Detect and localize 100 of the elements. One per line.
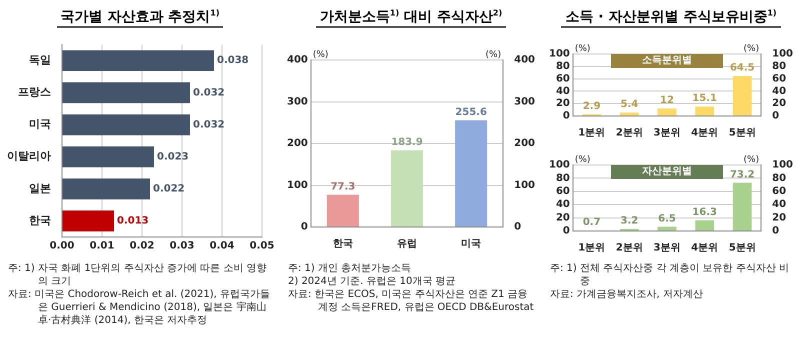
x-tick-label: 0.01 (90, 240, 114, 252)
y2-tick-label: 0 (514, 222, 522, 233)
data-label: 16.3 (692, 206, 718, 218)
x-tick-label: 2분위 (616, 128, 643, 139)
y2-axis-title: (%) (744, 154, 760, 165)
y2-tick-label: 80 (772, 172, 786, 184)
y2-tick-label: 20 (772, 212, 786, 224)
x-tick-label: 0.03 (170, 240, 194, 252)
y2-tick-label: 0 (772, 226, 780, 237)
bar (620, 112, 639, 116)
text: 자료: 한국은 ECOS, 미국은 주식자산은 연준 Z1 금융계정 소득은FRED, 유럽은 OECD DB&Eurostat (288, 288, 535, 314)
y-tick-label: 40 (556, 86, 570, 97)
x-tick-label: 0.05 (250, 240, 274, 252)
subtitle-banner: 자산분위별 (610, 165, 724, 179)
data-label: 0.032 (193, 119, 225, 130)
y2-tick-label: 100 (772, 160, 794, 171)
y-tick-label: 80 (556, 172, 570, 184)
data-label: 0.038 (217, 55, 249, 66)
text: 주: 1) 자국 화폐 1단위의 주식자산 증가에 따른 소비 영향의 크기 (8, 262, 268, 288)
y-tick-label: 0 (562, 226, 570, 237)
y2-tick-label: 40 (772, 86, 786, 97)
y-tick-label: 0 (300, 222, 308, 233)
y-axis-title: (%) (312, 50, 328, 60)
bar (62, 82, 190, 104)
data-label: 0.022 (153, 183, 185, 194)
y-tick-label: 60 (556, 186, 570, 197)
chart-title: 소득 · 자산분위별 주식보유비중$^{1)}$ (561, 8, 781, 28)
x-tick-label: 한국 (332, 238, 353, 250)
x-tick-label: 4분위 (691, 128, 718, 139)
data-label: 183.9 (391, 136, 423, 148)
data-label: 77.3 (330, 181, 356, 192)
x-tick-label: 1분위 (578, 242, 606, 254)
x-tick-label: 0.00 (50, 240, 74, 252)
data-label: 255.6 (455, 106, 487, 118)
y2-tick-label: 300 (514, 96, 536, 108)
bar (62, 146, 154, 168)
x-tick-label: 미국 (461, 238, 482, 250)
x-tick-label: 2분위 (616, 242, 643, 254)
bar (455, 120, 488, 226)
text: 2) 2024년 기준. 유럽은 10개국 평균 (288, 275, 457, 288)
data-label: 12 (660, 95, 674, 106)
x-tick-label: 5분위 (728, 128, 756, 139)
y2-axis-title: (%) (486, 50, 502, 60)
x-tick-label: 5분위 (728, 242, 756, 254)
data-label: 15.1 (692, 93, 718, 104)
text: 주: 1) 전체 주식자산중 각 계층이 보유한 주식자산 비중 (550, 262, 790, 288)
y2-tick-label: 40 (772, 199, 786, 210)
bar (62, 210, 114, 232)
y-tick-label: 100 (287, 180, 308, 191)
y-tick-label: 0 (562, 110, 570, 122)
y2-tick-label: 100 (772, 48, 794, 60)
y2-tick-label: 60 (772, 186, 786, 197)
bar (62, 50, 214, 72)
y-tick-label: 독일 (29, 53, 51, 66)
y2-tick-label: 20 (772, 98, 786, 110)
chart-title: 국가별 자산효과 추정치$^{1)}$ (56, 8, 224, 28)
text: 자료: 미국은 Chodorow-Reich et al. (2021), 유럽국가들은 Guerrieri & Mendicino (2018), 일본은 宇南山卓·古村典洋 (2014), 한국은 저자추정 (8, 288, 271, 327)
data-label: 73.2 (730, 169, 755, 180)
y-tick-label: 200 (287, 138, 308, 150)
x-tick-label: 유럽 (397, 238, 417, 250)
y2-tick-label: 100 (514, 180, 536, 191)
data-label: 0.023 (157, 151, 189, 162)
y-tick-label: 60 (556, 73, 570, 84)
y-tick-label: 20 (556, 212, 570, 224)
data-label: 3.2 (620, 215, 638, 226)
bar (732, 182, 752, 230)
y-axis-title: (%) (574, 44, 590, 54)
data-label: 0.032 (193, 87, 225, 98)
bar (695, 220, 714, 230)
y-tick-label: 이탈리아 (7, 150, 51, 163)
y-tick-label: 100 (549, 160, 570, 171)
data-label: 5.4 (620, 99, 638, 110)
y-tick-label: 400 (287, 54, 308, 66)
text: 주: 1) 개인 총처분가능소득 (288, 262, 412, 275)
y-tick-label: 40 (556, 199, 570, 210)
bar (62, 114, 190, 136)
x-tick-label: 4분위 (691, 242, 718, 254)
y-tick-label: 80 (556, 60, 570, 72)
chart-title: 가처분소득$^{1)}$ 대비 주식자산$^{2)}$ (316, 8, 506, 28)
y-tick-label: 20 (556, 98, 570, 110)
y-tick-label: 일본 (29, 182, 51, 195)
bar (658, 226, 676, 230)
x-tick-label: 0.04 (210, 240, 234, 252)
data-label: 0.7 (582, 217, 601, 228)
bar (732, 76, 752, 116)
bar (658, 108, 676, 116)
bar (62, 178, 150, 200)
bar (390, 150, 424, 226)
y-tick-label: 100 (549, 48, 570, 60)
x-tick-label: 3분위 (654, 128, 680, 139)
y2-axis-title: (%) (744, 44, 760, 54)
bar (326, 194, 359, 226)
data-label: 2.9 (582, 100, 601, 112)
x-tick-label: 1분위 (578, 128, 606, 139)
y2-tick-label: 400 (514, 54, 536, 66)
data-label: 6.5 (658, 213, 676, 224)
x-tick-label: 3분위 (654, 242, 680, 254)
subtitle-banner: 소득분위별 (610, 54, 724, 68)
data-label: 64.5 (730, 62, 755, 74)
y2-tick-label: 200 (514, 138, 536, 150)
